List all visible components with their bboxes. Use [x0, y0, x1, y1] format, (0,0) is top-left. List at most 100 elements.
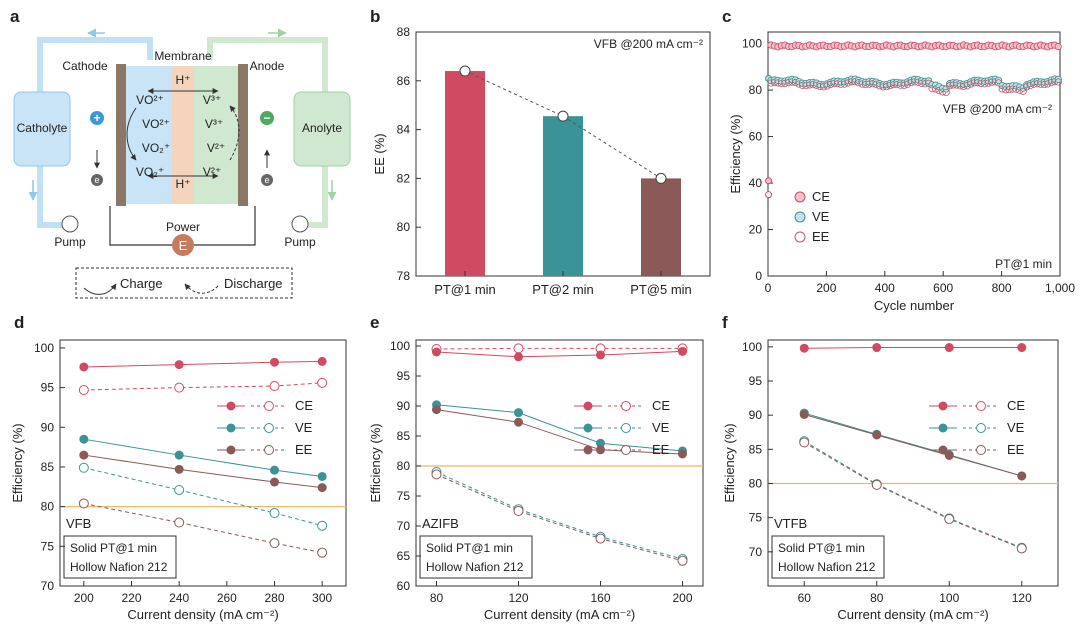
- process-legend: [75, 267, 293, 299]
- legend-marker: [794, 211, 806, 223]
- line-VE-solid: [83, 438, 323, 477]
- plus-sign: +: [93, 111, 100, 125]
- line-EE-solid: [436, 409, 683, 455]
- axes-c: 0 20 40 60 80 100 0 200 400 600 800 1,000: [742, 37, 1075, 295]
- chart-b-title: VFB @200 mA cm⁻²: [594, 37, 703, 51]
- x-tick-label: 80: [870, 591, 884, 605]
- pump-left-icon: [61, 215, 79, 233]
- y-tick-label: 60: [749, 130, 763, 144]
- y-tick-label: 84: [397, 123, 411, 137]
- point-EE-solid: [317, 483, 327, 493]
- catholyte-tank: [13, 91, 71, 167]
- y-axis-label-c: Efficiency (%): [728, 114, 743, 193]
- y-tick-label: 100: [390, 339, 410, 353]
- point-EE-solid: [872, 430, 882, 440]
- point-EE-hollow: [78, 498, 89, 509]
- panel-b-chart: b VFB @200 mA cm⁻² 78 80 82 84 86 88 PT@1 min…: [370, 7, 711, 297]
- x-tick-label: 280: [264, 591, 284, 605]
- legend-label: CE: [1007, 398, 1025, 413]
- point-CE-hollow: [513, 343, 524, 354]
- y-axis-label: Efficiency (%): [722, 423, 737, 502]
- point-EE-hollow: [513, 506, 524, 516]
- x-tick-label: 60: [798, 591, 812, 605]
- legend-label: CE: [295, 398, 313, 413]
- point-CE-solid: [1017, 343, 1027, 353]
- power-symbol: E: [179, 238, 188, 253]
- legend-marker-hollow: [621, 401, 631, 411]
- x-tick-label: PT@2 min: [532, 282, 594, 297]
- bar: [641, 178, 681, 276]
- point-EE: [765, 191, 773, 199]
- panel-label: f: [722, 313, 728, 332]
- anode-chamber: [194, 66, 238, 204]
- line-EE-solid: [804, 414, 1022, 477]
- x-tick-label: PT@5 min: [630, 282, 692, 297]
- x-tick-label: 200: [74, 591, 94, 605]
- point-CE-solid: [944, 343, 954, 353]
- legend-marker-hollow: [264, 423, 274, 433]
- x-tick-label: 120: [1012, 591, 1032, 605]
- catholyte-loop: [37, 37, 153, 228]
- legend-discharge: Discharge: [224, 276, 283, 291]
- legend-marker-solid: [938, 445, 948, 455]
- anode-discharge-arrow: [229, 105, 240, 161]
- line-CE-hollow: [436, 347, 683, 350]
- pump-right-icon: [291, 215, 309, 233]
- point-EE-hollow: [799, 437, 810, 448]
- point-CE-solid: [432, 347, 441, 357]
- y-tick-label: 75: [749, 511, 763, 525]
- panel-label: d: [14, 313, 24, 332]
- panel-f-chart: f 70 75 80 85 90 95 100 60 80 100 120 Current densit…: [722, 313, 1059, 622]
- point-EE: [942, 88, 950, 97]
- line-EE-hollow: [83, 502, 323, 554]
- line-CE-solid: [804, 347, 1022, 349]
- x-tick-label: 600: [933, 281, 953, 295]
- x-tick-label: 220: [121, 591, 141, 605]
- point-EE-hollow: [269, 538, 280, 549]
- point-CE: [765, 177, 773, 185]
- catholyte-label: Catholyte: [17, 121, 68, 135]
- line-VE-hollow: [83, 467, 323, 527]
- point-EE-hollow: [871, 479, 882, 490]
- point-EE-hollow: [944, 514, 955, 525]
- legend-marker-hollow: [976, 445, 986, 455]
- x-tick-label: PT@1 min: [434, 282, 496, 297]
- point-VE-hollow: [174, 484, 185, 495]
- point-EE-solid: [270, 477, 279, 487]
- power-label: Power: [166, 220, 200, 234]
- line-EE-hollow: [803, 442, 1022, 549]
- note-hollow: Hollow Nafion 212: [426, 560, 524, 574]
- y-tick-label: 75: [41, 539, 55, 553]
- membrane-label: Membrane: [154, 49, 212, 63]
- cathode-species-3: VO₂⁺: [142, 141, 170, 155]
- legend-label: CE: [812, 189, 830, 204]
- y-tick-label: 82: [397, 171, 411, 185]
- point-EE: [903, 80, 912, 88]
- y-tick-label: 86: [397, 74, 411, 88]
- note-solid: Solid PT@1 min: [778, 541, 865, 555]
- y-tick-label: 80: [41, 500, 55, 514]
- x-axis-label-c: Cycle number: [874, 298, 955, 313]
- cathode-electrode: [116, 64, 126, 206]
- x-tick-label: 800: [992, 281, 1012, 295]
- bar: [543, 116, 583, 277]
- x-tick-label: 100: [939, 591, 959, 605]
- plot-frame: [415, 339, 704, 587]
- cathode-species-4: VO₂⁺: [136, 165, 164, 179]
- plus-icon: [90, 111, 104, 125]
- point-CE-hollow: [317, 377, 328, 388]
- note-hollow: Hollow Nafion 212: [70, 560, 168, 574]
- legend-marker-solid: [226, 445, 236, 455]
- panel-e-chart: e 60 65 70 75 80 85 90 95 100 80 120 160 200 Current d…: [368, 313, 704, 622]
- data-point: [557, 110, 569, 122]
- y-tick-label: 70: [397, 519, 411, 533]
- line-CE-solid: [436, 350, 683, 358]
- anode-electrode: [238, 64, 248, 206]
- line-VE-solid: [436, 404, 683, 452]
- legend-label: VE: [652, 420, 670, 435]
- point-CE-solid: [79, 362, 89, 372]
- point-CE-solid: [174, 360, 184, 370]
- power-source-icon: [172, 234, 194, 256]
- legend-marker-solid: [938, 423, 948, 433]
- point-EE-solid: [678, 449, 687, 459]
